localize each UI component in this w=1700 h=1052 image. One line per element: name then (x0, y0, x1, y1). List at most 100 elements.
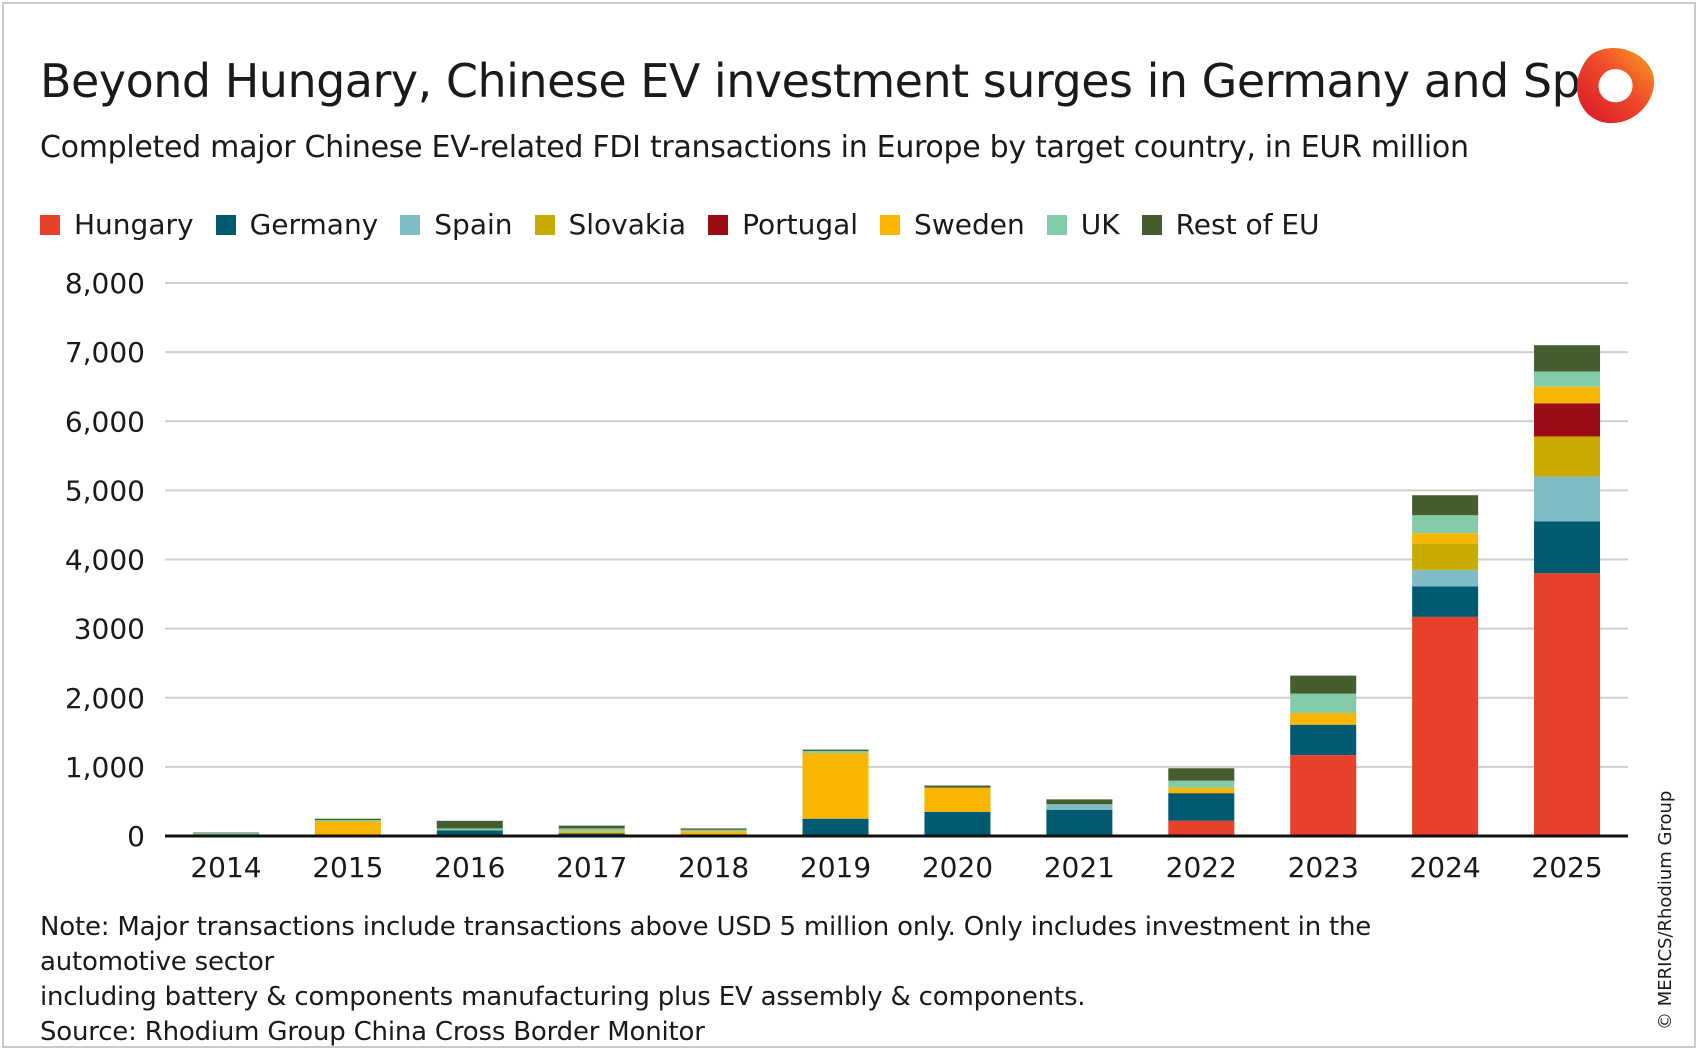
bar-segment (1534, 371, 1601, 387)
legend-item-rest-of-eu: Rest of EU (1141, 208, 1320, 241)
bar-segment (1534, 521, 1601, 574)
legend-item-germany: Germany (215, 208, 379, 241)
source-line: Source: Rhodium Group China Cross Border… (40, 1017, 705, 1047)
bar-segment (1412, 586, 1479, 617)
bar-segment (558, 825, 625, 829)
legend-item-sweden: Sweden (880, 208, 1025, 241)
legend-swatch (400, 214, 421, 235)
legend-label: Spain (434, 208, 513, 241)
bar-segment (802, 753, 869, 819)
bar-segment (1534, 573, 1601, 836)
bar-segment (436, 828, 503, 831)
y-tick-label: 0 (127, 820, 145, 853)
bar-segment (924, 785, 991, 788)
x-tick-label: 2019 (800, 851, 871, 884)
bar-segment (1046, 804, 1113, 810)
bar-segment (924, 811, 991, 836)
chart-note: Note: Major transactions include transac… (40, 910, 1520, 1050)
bar-segment (1534, 345, 1601, 372)
bar-segment (1168, 768, 1235, 781)
legend-label: UK (1080, 208, 1120, 241)
bar-segment (192, 832, 259, 834)
legend-label: Hungary (74, 208, 194, 241)
x-tick-label: 2023 (1288, 851, 1359, 884)
legend-label: Germany (249, 208, 379, 241)
bar-segment (436, 830, 503, 835)
bar-segment (1534, 386, 1601, 404)
legend-item-slovakia: Slovakia (534, 208, 687, 241)
bar-segment (802, 818, 869, 836)
bar-segment (680, 829, 747, 832)
legend-label: Slovakia (568, 208, 687, 241)
bar-segment (1412, 543, 1479, 570)
y-tick-label: 1,000 (65, 751, 145, 784)
chart-subtitle: Completed major Chinese EV-related FDI t… (40, 130, 1469, 165)
legend-item-hungary: Hungary (40, 208, 194, 241)
y-tick-label: 2,000 (65, 682, 145, 715)
merics-logo-icon (1576, 47, 1655, 124)
bar-segment (1534, 436, 1601, 477)
x-tick-label: 2024 (1409, 851, 1480, 884)
bar-segment (1046, 809, 1113, 836)
legend-swatch (1141, 214, 1162, 235)
legend-swatch (880, 214, 901, 235)
note-line-2: including battery & components manufactu… (40, 982, 1086, 1012)
x-tick-label: 2021 (1044, 851, 1115, 884)
y-tick-label: 4,000 (65, 544, 145, 577)
y-tick-label: 6,000 (65, 405, 145, 438)
bar-segment (1412, 569, 1479, 587)
x-tick-label: 2016 (434, 851, 505, 884)
bar-segment (1168, 820, 1235, 836)
x-tick-label: 2020 (922, 851, 993, 884)
bar-segment (1534, 476, 1601, 522)
bar-segment (1412, 616, 1479, 836)
bar-segment (314, 820, 381, 822)
bar-segment (1290, 693, 1357, 713)
bar-segment (1290, 712, 1357, 725)
bar-segment (558, 831, 625, 834)
y-tick-label: 8,000 (65, 267, 145, 300)
chart-title: Beyond Hungary, Chinese EV investment su… (40, 54, 1649, 108)
bar-segment (1168, 793, 1235, 821)
legend-swatch (708, 214, 729, 235)
bar-segment (558, 828, 625, 832)
x-tick-label: 2018 (678, 851, 749, 884)
legend-swatch (534, 214, 555, 235)
bar-segment (1046, 799, 1113, 805)
bar-segment (680, 831, 747, 834)
bar-segment (1290, 724, 1357, 756)
legend-label: Sweden (914, 208, 1025, 241)
bar-segment (436, 820, 503, 829)
legend-item-portugal: Portugal (708, 208, 858, 241)
legend-swatch (40, 214, 60, 235)
x-tick-label: 2017 (556, 851, 627, 884)
legend-swatch (1046, 214, 1067, 235)
legend-item-spain: Spain (400, 208, 513, 241)
legend-label: Rest of EU (1175, 208, 1320, 241)
bar-segment (1168, 780, 1235, 788)
y-tick-label: 5,000 (65, 474, 145, 507)
x-tick-label: 2025 (1531, 851, 1602, 884)
bar-segment (1412, 515, 1479, 534)
bar-segment (192, 833, 259, 836)
x-tick-label: 2022 (1166, 851, 1237, 884)
bar-segment (802, 749, 869, 751)
legend-swatch (215, 214, 236, 235)
legend-item-uk: UK (1046, 208, 1120, 241)
bar-segment (802, 750, 869, 754)
bar-segment (1290, 675, 1357, 694)
y-tick-label: 7,000 (65, 336, 145, 369)
copyright: © MERICS/Rhodium Group (1655, 790, 1676, 1030)
bar-segment (314, 818, 381, 821)
note-line-1: Note: Major transactions include transac… (40, 912, 1372, 977)
bar-segment (680, 828, 747, 830)
bar-segment (1534, 403, 1601, 437)
y-tick-label: 3000 (74, 613, 145, 646)
x-tick-label: 2015 (312, 851, 383, 884)
legend-label: Portugal (742, 208, 859, 241)
bar-segment (314, 821, 381, 835)
bar-segment (1290, 755, 1357, 836)
chart-legend: Hungary Germany Spain Slovakia Portugal … (40, 208, 1342, 241)
bar-segment (924, 787, 991, 812)
